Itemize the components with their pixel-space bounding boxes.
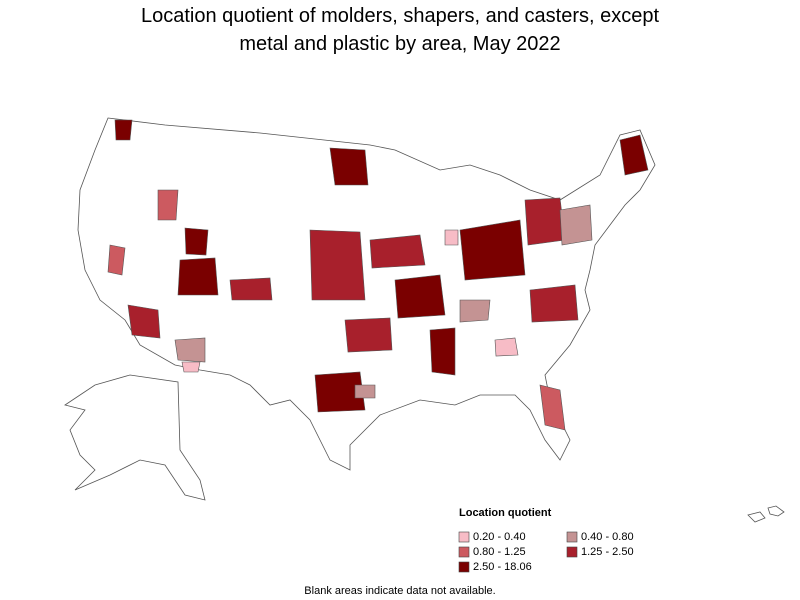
area xyxy=(394,274,446,319)
area xyxy=(354,384,376,399)
area xyxy=(619,134,649,176)
area xyxy=(127,304,161,339)
legend: 0.20 - 0.40 0.40 - 0.80 0.80 - 1.25 1.25 - … xyxy=(458,531,634,573)
area xyxy=(114,119,133,141)
land xyxy=(64,117,785,523)
legend-label: 0.20 - 0.40 xyxy=(473,531,526,543)
area xyxy=(157,189,179,221)
area xyxy=(429,327,456,376)
legend-label: 2.50 - 18.06 xyxy=(473,561,532,573)
area xyxy=(529,284,579,323)
legend-swatch xyxy=(458,531,470,543)
area xyxy=(229,277,273,301)
legend-swatch xyxy=(458,561,470,573)
legend-label: 0.80 - 1.25 xyxy=(473,546,526,558)
legend-label: 1.25 - 2.50 xyxy=(581,546,634,558)
title-line: Location quotient of molders, shapers, a… xyxy=(141,5,660,27)
area xyxy=(309,229,366,301)
area xyxy=(177,257,219,296)
area xyxy=(184,227,209,256)
legend-swatch xyxy=(566,546,578,558)
legend-swatch xyxy=(566,531,578,543)
area xyxy=(329,147,369,186)
area xyxy=(107,244,126,276)
areas xyxy=(107,119,649,431)
area xyxy=(314,371,366,413)
area xyxy=(559,204,593,246)
legend-label: 0.40 - 0.80 xyxy=(581,531,634,543)
legend-swatch xyxy=(458,546,470,558)
area xyxy=(181,361,201,373)
area xyxy=(539,384,566,431)
area xyxy=(459,299,491,323)
area xyxy=(369,234,426,269)
footnote: Blank areas indicate data not available. xyxy=(304,585,495,597)
hawaii xyxy=(747,505,785,523)
title-line: metal and plastic by area, May 2022 xyxy=(239,33,560,55)
area xyxy=(459,219,526,281)
legend-title: Location quotient xyxy=(459,507,552,519)
area xyxy=(444,229,459,246)
alaska xyxy=(64,374,206,501)
area xyxy=(344,317,393,353)
area xyxy=(494,337,519,357)
area xyxy=(524,197,566,246)
area xyxy=(174,337,206,363)
